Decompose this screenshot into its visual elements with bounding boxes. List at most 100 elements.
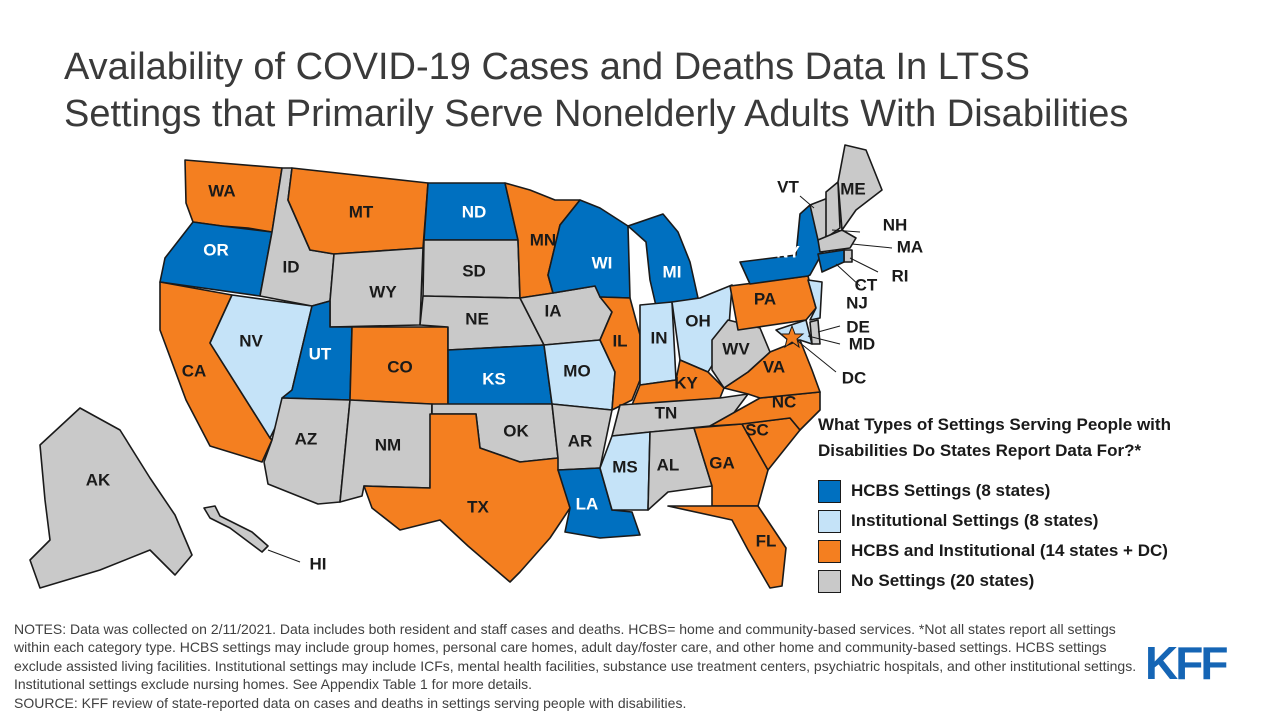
kff-logo: KFF	[1145, 637, 1228, 689]
legend-label-institutional: Institutional Settings (8 states)	[851, 511, 1099, 530]
notes-text: NOTES: Data was collected on 2/11/2021. …	[14, 621, 1137, 693]
state-label-tn: TN	[655, 403, 678, 422]
legend-swatch-none	[818, 569, 841, 593]
state-label-fl: FL	[756, 531, 777, 550]
leader-hi	[267, 549, 301, 563]
state-shape-wv	[711, 319, 771, 389]
state-label-co: CO	[387, 357, 413, 376]
leader-ri	[849, 257, 879, 273]
state-label-va: VA	[763, 357, 785, 376]
state-shape-fl	[667, 505, 787, 589]
state-shape-nj	[807, 279, 823, 321]
leader-de	[817, 325, 841, 333]
state-label-vt: VT	[777, 177, 799, 196]
state-label-ak: AK	[86, 470, 111, 489]
leader-dc	[793, 337, 837, 373]
legend-item-none: No Settings (20 states)	[818, 566, 1278, 596]
state-shapes	[29, 144, 883, 589]
state-label-me: ME	[840, 179, 866, 198]
state-label-md: MD	[849, 334, 875, 353]
state-label-sd: SD	[462, 261, 486, 280]
state-label-nd: ND	[462, 202, 487, 221]
dc-star-icon	[779, 324, 805, 349]
legend-item-both: HCBS and Institutional (14 states + DC)	[818, 536, 1278, 566]
legend-label-none: No Settings (20 states)	[851, 571, 1035, 590]
state-label-al: AL	[657, 455, 680, 474]
state-label-mi: MI	[663, 262, 682, 281]
state-label-mo: MO	[563, 361, 590, 380]
state-label-ne: NE	[465, 309, 489, 328]
legend: What Types of Settings Serving People wi…	[818, 412, 1278, 596]
state-label-de: DE	[846, 317, 870, 336]
leader-vt	[799, 195, 815, 209]
state-label-ks: KS	[482, 369, 506, 388]
state-shape-ct	[817, 249, 845, 273]
state-label-la: LA	[576, 494, 599, 513]
state-shape-wy	[329, 247, 424, 328]
state-label-nm: NM	[375, 435, 401, 454]
legend-item-hcbs: HCBS Settings (8 states)	[818, 476, 1278, 506]
leader-ma	[851, 243, 893, 249]
legend-swatch-both	[818, 539, 841, 563]
state-label-ma: MA	[897, 237, 923, 256]
state-label-wv: WV	[722, 339, 750, 358]
legend-question-line-2: Disabilities Do States Report Data For?*	[818, 441, 1142, 460]
footnotes: NOTES: Data was collected on 2/11/2021. …	[14, 620, 1144, 712]
title-line-2: Settings that Primarily Serve Nonelderly…	[64, 93, 1129, 135]
state-label-ar: AR	[568, 431, 593, 450]
legend-label-both: HCBS and Institutional (14 states + DC)	[851, 541, 1168, 560]
state-label-ut: UT	[309, 344, 332, 363]
leader-md	[807, 335, 841, 345]
state-shape-hi	[203, 505, 269, 553]
state-shape-tx	[363, 413, 571, 583]
state-shape-ma	[817, 229, 857, 253]
state-label-ok: OK	[503, 421, 529, 440]
state-shape-ak	[29, 407, 193, 589]
state-label-az: AZ	[295, 429, 318, 448]
state-shape-mi	[627, 213, 699, 307]
leader-nh	[831, 229, 861, 233]
state-label-ca: CA	[182, 361, 207, 380]
state-label-oh: OH	[685, 311, 711, 330]
state-label-ms: MS	[612, 457, 638, 476]
legend-item-institutional: Institutional Settings (8 states)	[818, 506, 1278, 536]
state-label-ri: RI	[892, 266, 909, 285]
state-label-tx: TX	[467, 497, 489, 516]
state-label-sc: SC	[745, 420, 769, 439]
state-shape-nh	[825, 181, 841, 239]
state-shape-ms	[599, 431, 651, 511]
state-label-hi: HI	[310, 554, 327, 573]
state-shape-ri	[843, 249, 853, 263]
legend-question: What Types of Settings Serving People wi…	[818, 412, 1278, 464]
source-text: SOURCE: KFF review of state-reported dat…	[14, 694, 687, 711]
state-label-pa: PA	[754, 289, 776, 308]
state-label-nv: NV	[239, 331, 263, 350]
state-label-id: ID	[283, 257, 300, 276]
state-label-nh: NH	[883, 215, 908, 234]
state-label-in: IN	[651, 328, 668, 347]
state-label-ny: NY	[776, 242, 800, 261]
chart-title: Availability of COVID-19 Cases and Death…	[64, 44, 1244, 138]
state-label-wa: WA	[208, 181, 235, 200]
state-label-nc: NC	[772, 392, 797, 411]
state-label-mn: MN	[530, 230, 556, 249]
state-shape-al	[647, 427, 713, 511]
legend-question-line-1: What Types of Settings Serving People wi…	[818, 415, 1171, 434]
leader-ct	[835, 263, 861, 287]
state-label-ct: CT	[855, 275, 878, 294]
state-label-wy: WY	[369, 282, 397, 301]
state-label-dc: DC	[842, 368, 867, 387]
state-label-ia: IA	[545, 301, 562, 320]
state-label-wi: WI	[592, 253, 613, 272]
legend-swatch-institutional	[818, 509, 841, 533]
state-label-il: IL	[612, 331, 627, 350]
title-line-1: Availability of COVID-19 Cases and Death…	[64, 46, 1030, 88]
us-map: WA OR CA NV ID MT WY UT AZ CO NM ND SD NE KS OK TX MN IA MO…	[29, 144, 923, 589]
state-label-ga: GA	[709, 453, 735, 472]
state-label-mt: MT	[349, 202, 374, 221]
state-label-ky: KY	[674, 373, 698, 392]
map-callouts	[267, 195, 893, 563]
legend-swatch-hcbs	[818, 479, 841, 503]
state-label-nj: NJ	[846, 293, 868, 312]
state-label-or: OR	[203, 240, 229, 259]
